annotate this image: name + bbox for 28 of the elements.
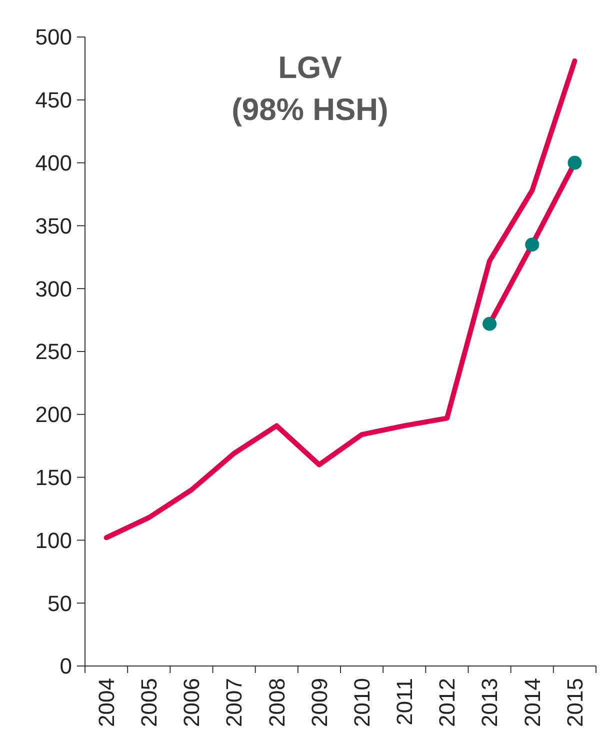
x-tick-label: 2008: [264, 678, 290, 727]
y-tick-label: 400: [35, 150, 72, 176]
point: [525, 238, 540, 252]
y-tick-label: 350: [35, 213, 72, 238]
y-tick-label: 150: [35, 465, 72, 490]
y-tick-label: 0: [60, 654, 72, 679]
x-tick-label: 2005: [136, 678, 162, 727]
x-tick-label: 2011: [392, 678, 418, 726]
x-tick-label: 2010: [349, 678, 374, 727]
x-tick-label: 2004: [94, 678, 119, 727]
y-tick-label: 200: [35, 402, 72, 428]
y-tick-label: 100: [35, 528, 72, 553]
x-tick-label: 2012: [434, 678, 460, 727]
x-tick-label: 2015: [562, 678, 588, 727]
point: [482, 316, 497, 331]
x-tick-label: 2007: [222, 678, 247, 727]
x-tick-label: 2009: [306, 678, 332, 727]
x-tick-label: 2013: [477, 678, 502, 727]
y-tick-label: 50: [48, 590, 72, 616]
text: (98% HSH): [232, 92, 388, 127]
x-tick-label: 2006: [179, 678, 204, 727]
x-tick-label: 2014: [520, 678, 545, 727]
chart-title: LGV: [278, 50, 342, 85]
y-tick-label: 450: [35, 88, 72, 113]
y-tick-label: 300: [35, 276, 72, 302]
point: [568, 156, 582, 170]
y-tick-label: 500: [35, 24, 72, 50]
y-tick-label: 250: [35, 339, 72, 364]
